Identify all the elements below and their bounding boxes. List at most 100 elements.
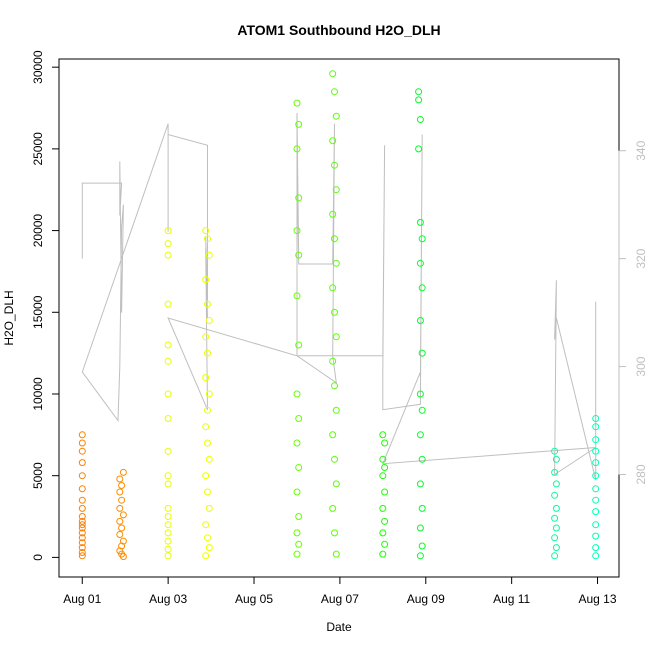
right-tick-label: 340	[634, 140, 648, 160]
data-point	[295, 513, 303, 520]
plot-frame	[58, 58, 620, 578]
data-point	[78, 534, 86, 542]
data-point	[164, 240, 172, 248]
data-point	[295, 540, 303, 548]
data-point	[415, 145, 423, 153]
data-point	[164, 504, 172, 512]
data-point	[293, 439, 301, 447]
data-point	[592, 423, 600, 431]
data-point	[332, 550, 340, 558]
data-point	[551, 552, 559, 560]
data-point	[552, 504, 560, 512]
data-point	[331, 161, 338, 169]
data-point	[332, 259, 340, 267]
data-points-layer	[78, 70, 600, 561]
series-4	[202, 227, 213, 560]
data-point	[293, 550, 301, 558]
y-axis-title: H2O_DLH	[2, 290, 16, 345]
data-point	[205, 251, 213, 259]
data-point	[202, 276, 210, 284]
y-tick-label: 0	[31, 554, 45, 561]
data-point	[592, 544, 600, 552]
data-point	[295, 464, 303, 471]
data-point	[329, 210, 337, 218]
data-point	[331, 529, 338, 537]
data-point	[205, 544, 213, 552]
data-point	[592, 552, 600, 560]
data-point	[78, 447, 86, 455]
data-point	[415, 88, 423, 96]
series-10	[592, 415, 600, 560]
data-point	[552, 524, 560, 532]
y-axis: 0 5000 10000 15000 20000 25000 30000	[31, 50, 60, 561]
data-point	[78, 439, 86, 447]
data-point	[592, 532, 600, 540]
data-point	[202, 423, 210, 431]
data-point	[415, 96, 423, 104]
data-point	[331, 382, 338, 390]
data-point	[118, 542, 126, 550]
data-point	[202, 521, 210, 529]
data-point	[202, 333, 210, 341]
data-point	[418, 504, 426, 512]
data-point	[164, 521, 172, 529]
data-point	[293, 488, 301, 496]
x-tick-label: Aug 03	[149, 592, 187, 606]
data-point	[592, 472, 600, 480]
y-tick-label: 15000	[31, 295, 45, 329]
x-tick-label: Aug 13	[579, 592, 617, 606]
data-point	[164, 415, 172, 422]
data-point	[295, 194, 303, 202]
data-point	[293, 99, 301, 107]
data-point	[381, 439, 389, 447]
data-point	[592, 447, 600, 455]
data-point	[592, 521, 600, 529]
data-point	[295, 251, 303, 259]
y-tick-label: 5000	[31, 462, 45, 489]
series-7	[379, 431, 389, 558]
data-point	[164, 529, 172, 537]
data-point	[552, 480, 560, 488]
y-tick-label: 30000	[31, 50, 45, 84]
data-point	[551, 534, 559, 542]
data-point	[164, 300, 172, 308]
data-point	[379, 431, 387, 439]
data-point	[78, 459, 86, 467]
x-axis: Aug 01 Aug 03 Aug 05 Aug 07 Aug 09 Aug 11 Aug …	[63, 576, 617, 606]
data-point	[116, 517, 124, 525]
right-axis: 280 300 320 340	[618, 140, 648, 484]
x-tick-label: Aug 01	[63, 592, 101, 606]
data-point	[551, 447, 559, 455]
data-point	[379, 472, 387, 480]
data-point	[552, 544, 560, 552]
data-point	[418, 235, 426, 243]
data-point	[119, 537, 127, 545]
data-point	[379, 504, 387, 512]
right-tick-label: 300	[634, 356, 648, 376]
data-point	[204, 300, 211, 308]
data-point	[418, 542, 426, 550]
series-2	[116, 468, 127, 561]
data-point	[164, 447, 172, 455]
data-point	[379, 550, 387, 558]
data-point	[78, 544, 86, 552]
x-axis-title: Date	[326, 620, 352, 634]
data-point	[332, 186, 340, 194]
data-point	[592, 436, 600, 444]
data-point	[202, 374, 210, 382]
data-point	[204, 349, 211, 357]
data-point	[592, 459, 600, 467]
data-point	[164, 227, 172, 235]
data-point	[592, 415, 600, 422]
x-tick-label: Aug 11	[493, 592, 530, 606]
data-point	[202, 227, 210, 235]
data-point	[293, 529, 301, 537]
data-point	[592, 496, 600, 504]
data-point	[78, 539, 86, 547]
data-point	[329, 504, 337, 512]
data-point	[416, 552, 424, 560]
x-tick-label: Aug 05	[235, 592, 273, 606]
data-point	[416, 259, 424, 267]
data-point	[331, 308, 338, 316]
